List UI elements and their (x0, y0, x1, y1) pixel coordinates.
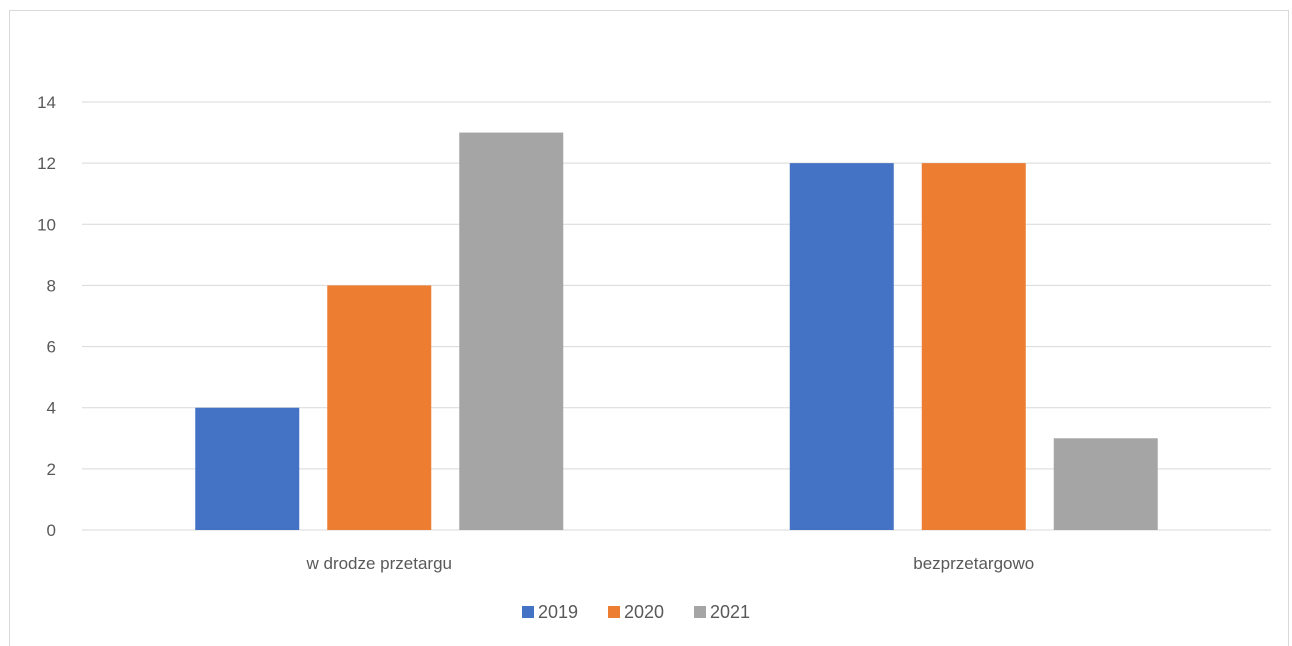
y-axis-ticks: 0 2 4 6 8 10 12 14 (37, 93, 56, 540)
y-tick-label: 8 (47, 276, 56, 295)
y-tick-label: 4 (47, 399, 56, 418)
chart-frame (9, 10, 1289, 646)
x-category-label: bezprzetargowo (913, 554, 1034, 573)
legend-label: 2021 (710, 602, 750, 622)
y-tick-label: 6 (47, 338, 56, 357)
y-tick-label: 14 (37, 93, 56, 112)
bar-2020-2 (921, 163, 1026, 530)
y-tick-label: 10 (37, 215, 56, 234)
y-tick-label: 2 (47, 460, 56, 479)
y-tick-label: 0 (47, 521, 56, 540)
legend: 2019 2020 2021 (522, 602, 750, 622)
y-tick-label: 12 (37, 154, 56, 173)
legend-swatch-2019 (522, 606, 534, 618)
x-axis-categories: w drodze przetargu bezprzetargowo (305, 554, 1034, 573)
legend-label: 2020 (624, 602, 664, 622)
bar-2019-2 (789, 163, 894, 530)
bars (195, 132, 1158, 531)
bar-2019-1 (195, 407, 300, 530)
x-category-label: w drodze przetargu (305, 554, 452, 573)
legend-label: 2019 (538, 602, 578, 622)
bar-2021-2 (1053, 438, 1158, 530)
bar-2021-1 (459, 132, 564, 531)
bar-2020-1 (327, 285, 432, 530)
legend-swatch-2020 (608, 606, 620, 618)
legend-swatch-2021 (694, 606, 706, 618)
